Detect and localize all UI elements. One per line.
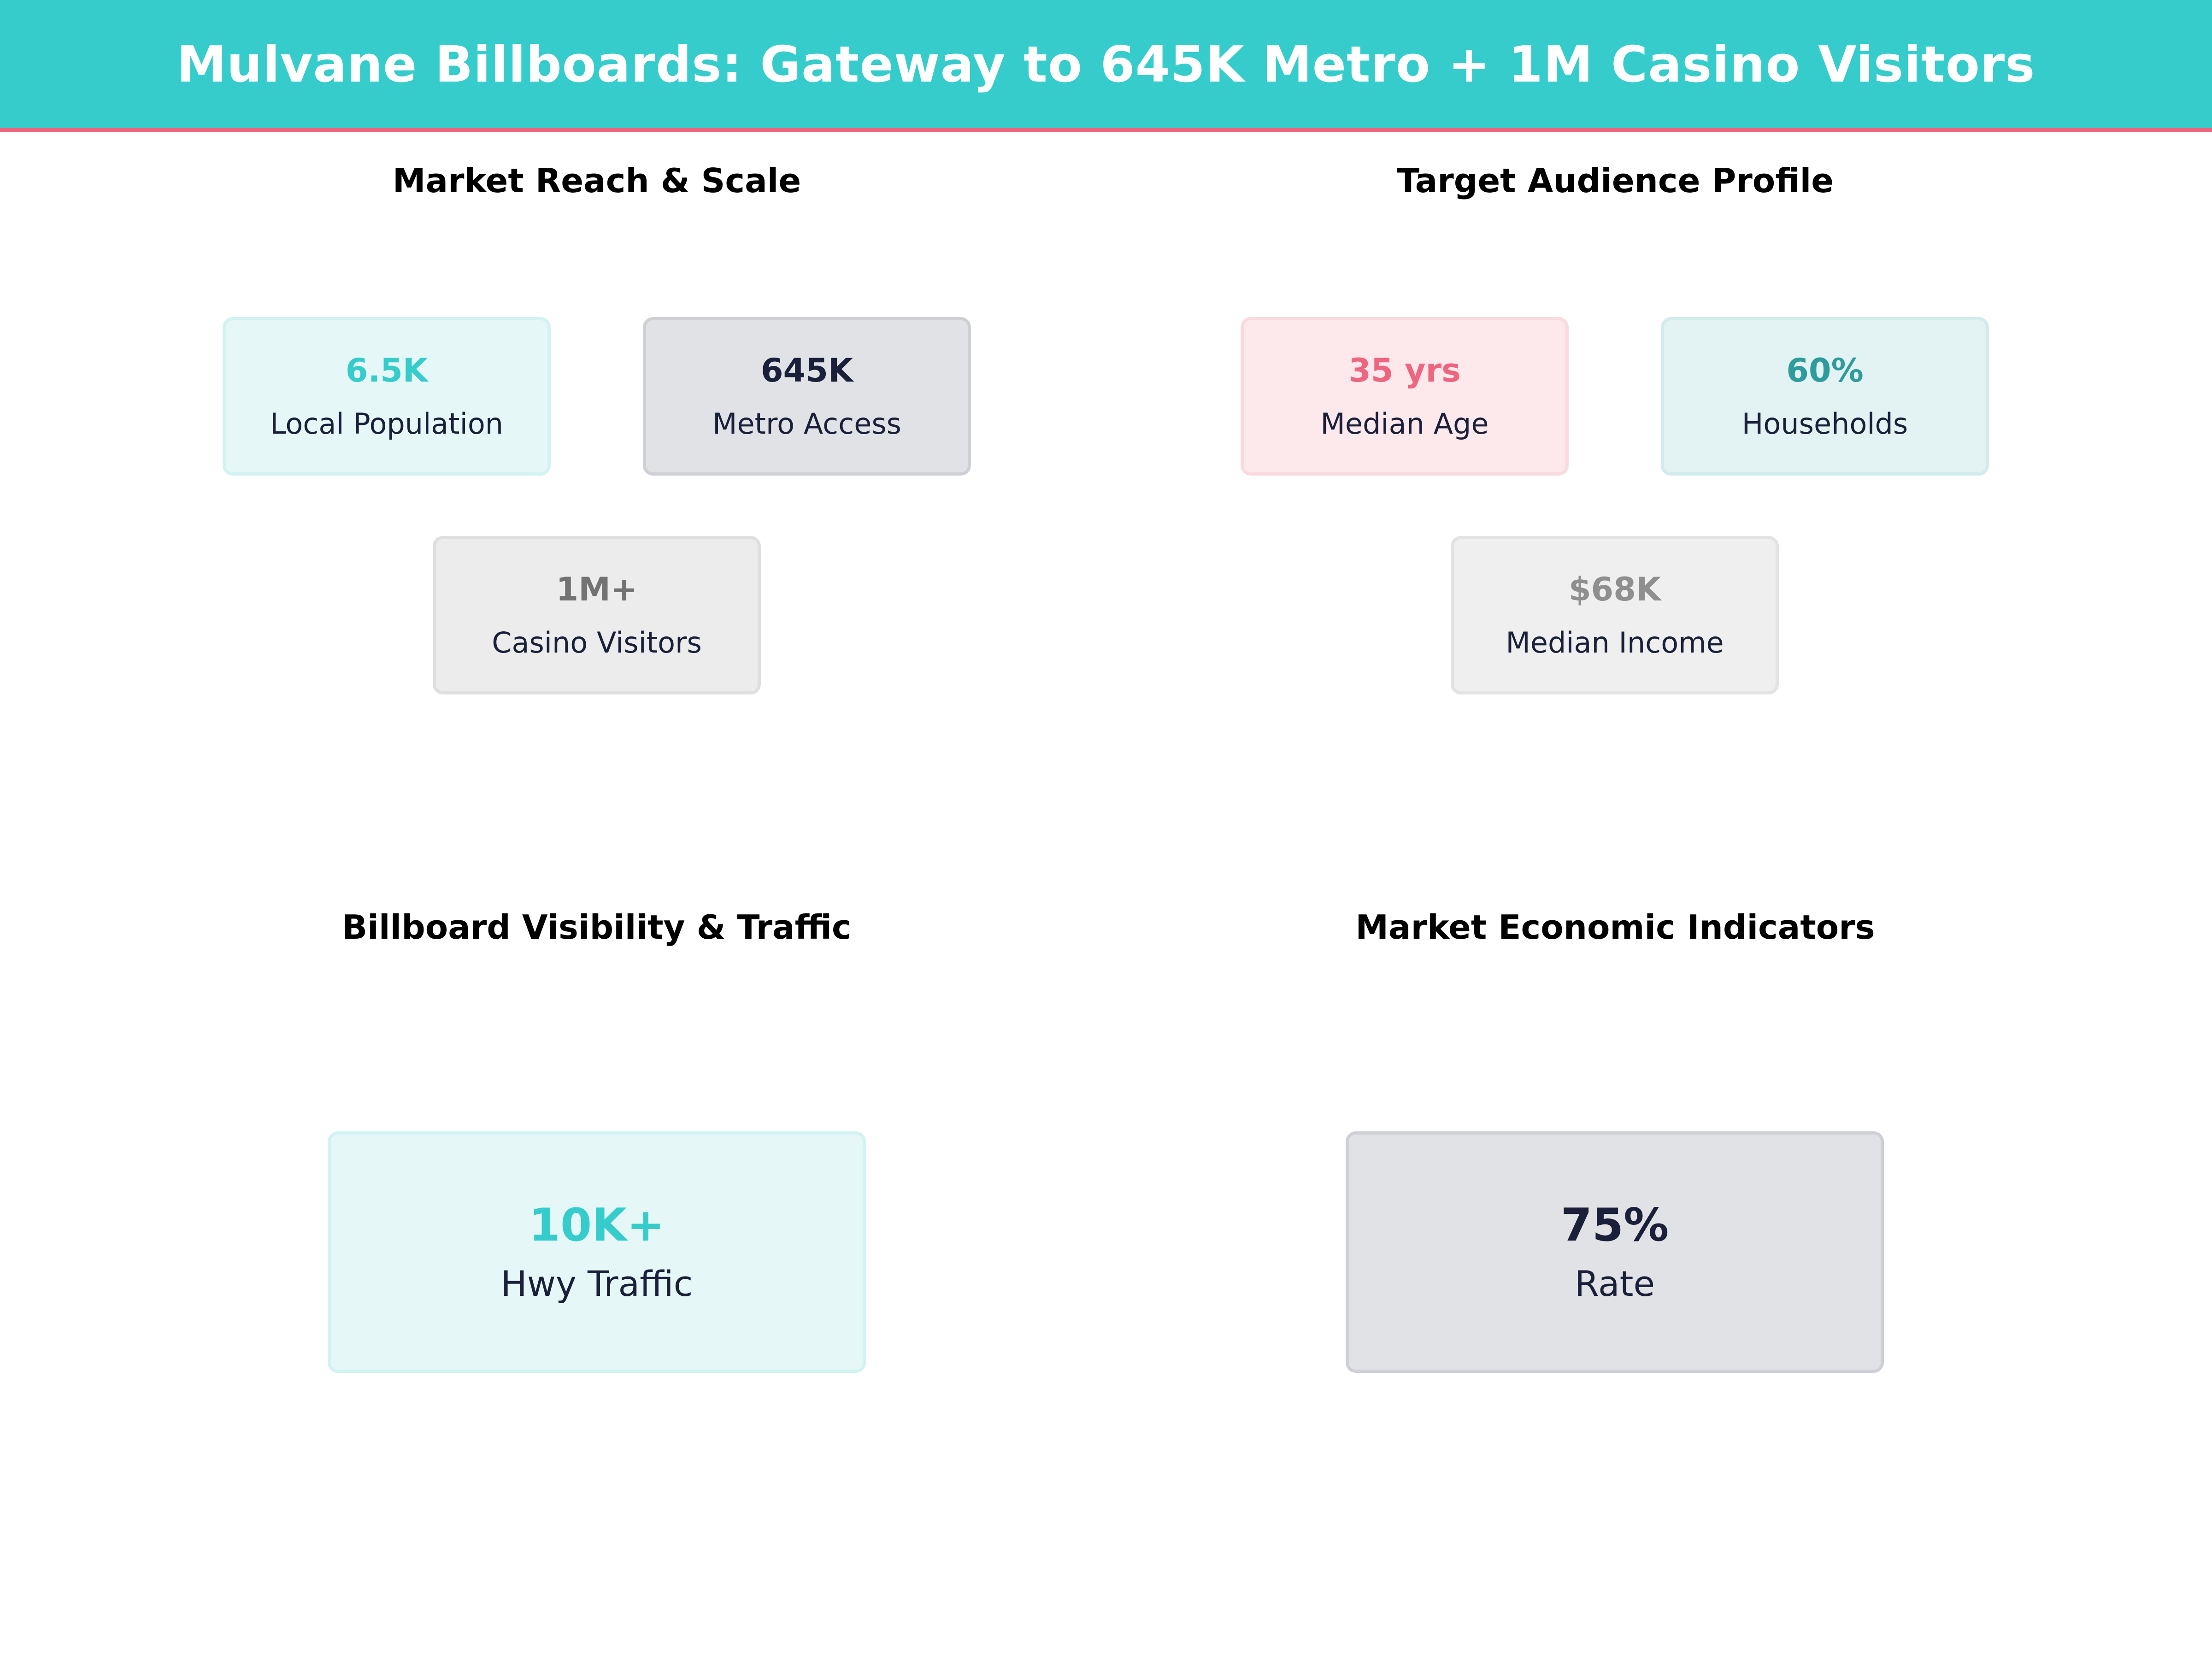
stat-value: 75% bbox=[1560, 1199, 1669, 1252]
page-title: Mulvane Billboards: Gateway to 645K Metr… bbox=[176, 35, 2036, 94]
stat-label: Median Age bbox=[1320, 407, 1489, 441]
stat-label: Metro Access bbox=[712, 407, 901, 441]
section-title-target-audience: Target Audience Profile bbox=[1396, 161, 1834, 200]
stat-card-metro-access: 645K Metro Access bbox=[643, 317, 971, 476]
stat-label: Rate bbox=[1574, 1263, 1655, 1304]
stat-card-local-population: 6.5K Local Population bbox=[223, 317, 551, 476]
stat-value: 35 yrs bbox=[1348, 352, 1461, 389]
stat-card-households: 60% Households bbox=[1661, 317, 1989, 476]
section-title-economic-indicators: Market Economic Indicators bbox=[1355, 908, 1875, 947]
stat-label: Casino Visitors bbox=[492, 626, 702, 659]
stat-card-casino-visitors: 1M+ Casino Visitors bbox=[433, 536, 761, 694]
stat-card-hwy-traffic: 10K+ Hwy Traffic bbox=[328, 1131, 866, 1373]
stat-value: 1M+ bbox=[556, 571, 638, 608]
stat-card-median-income: $68K Median Income bbox=[1451, 536, 1779, 694]
stat-value: 60% bbox=[1786, 352, 1864, 389]
header-banner: Mulvane Billboards: Gateway to 645K Metr… bbox=[0, 0, 2212, 129]
stat-value: 645K bbox=[760, 352, 853, 389]
stat-label: Local Population bbox=[270, 407, 504, 441]
stat-value: 6.5K bbox=[345, 352, 428, 389]
stat-value: $68K bbox=[1568, 571, 1661, 608]
section-title-market-reach: Market Reach & Scale bbox=[392, 161, 801, 200]
stat-card-median-age: 35 yrs Median Age bbox=[1241, 317, 1569, 476]
section-title-billboard-visibility: Billboard Visibility & Traffic bbox=[342, 908, 852, 947]
stat-value: 10K+ bbox=[529, 1199, 665, 1252]
stat-label: Hwy Traffic bbox=[500, 1263, 693, 1304]
stat-label: Households bbox=[1741, 407, 1908, 441]
stat-card-rate: 75% Rate bbox=[1346, 1131, 1884, 1373]
stat-label: Median Income bbox=[1506, 626, 1724, 659]
header-accent-line bbox=[0, 128, 2212, 132]
